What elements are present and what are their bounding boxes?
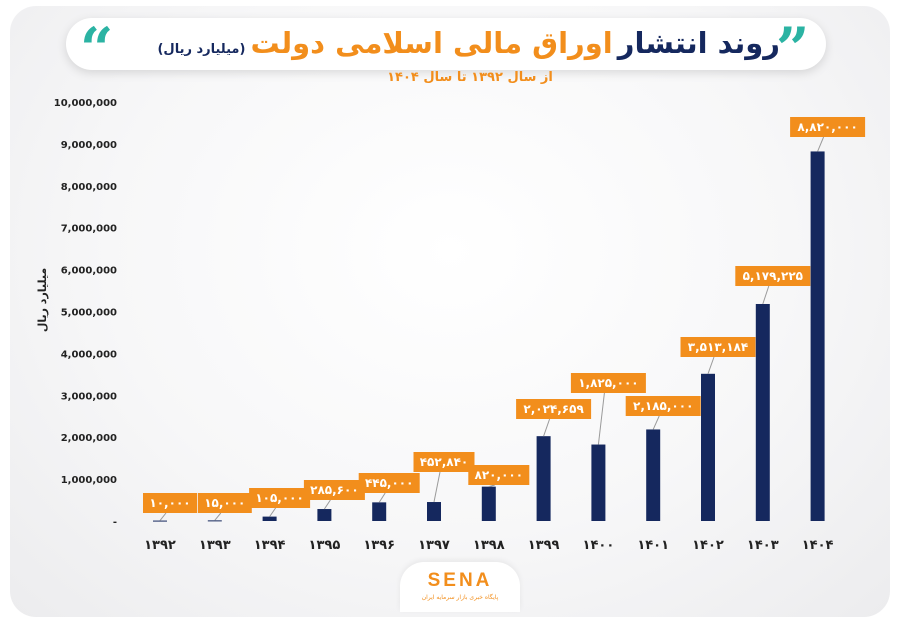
value-label-7: ۲,۰۲۴,۶۵۹	[523, 402, 584, 416]
x-tick-label-0: ۱۳۹۲	[144, 538, 176, 553]
x-tick-label-9: ۱۴۰۱	[637, 538, 669, 553]
value-label-box-6	[468, 465, 530, 485]
x-tick-label-8: ۱۴۰۰	[583, 538, 615, 553]
x-tick-label-10: ۱۴۰۲	[692, 538, 724, 553]
bar-11	[755, 303, 770, 521]
value-label-box-0	[143, 493, 197, 513]
y-tick-label: 3,000,000	[61, 391, 117, 402]
label-leader-4	[378, 492, 386, 503]
bar-4	[372, 502, 387, 521]
value-label-box-8	[570, 373, 646, 393]
value-label-9: ۲,۱۸۵,۰۰۰	[633, 399, 693, 413]
label-leader-1	[214, 512, 222, 521]
y-tick-label: -	[113, 517, 117, 528]
bar-0	[153, 520, 167, 522]
value-label-box-3	[303, 480, 365, 500]
y-tick-label: 1,000,000	[61, 475, 117, 486]
title-part1: روند انتشار	[617, 26, 780, 60]
x-tick-label-12: ۱۴۰۴	[802, 538, 834, 553]
bar-6	[481, 486, 496, 521]
bar-1	[207, 520, 222, 522]
label-leader-8	[597, 392, 605, 445]
x-tick-label-3: ۱۳۹۵	[309, 538, 341, 553]
label-leader-5	[433, 471, 441, 503]
y-tick-label: 10,000,000	[54, 98, 117, 109]
bar-12	[810, 151, 825, 521]
label-leader-10	[707, 356, 715, 374]
bar-10	[701, 373, 715, 521]
bar-2	[262, 516, 277, 521]
value-label-box-2	[249, 488, 311, 508]
y-tick-label: 9,000,000	[61, 140, 117, 151]
value-label-5: ۴۵۲,۸۴۰	[420, 455, 469, 469]
label-leader-12	[817, 136, 825, 152]
title-part2: اوراق مالی اسلامی دولت	[250, 26, 613, 60]
label-leader-2	[269, 507, 277, 517]
y-tick-label: 5,000,000	[61, 308, 117, 319]
label-leader-6	[488, 484, 495, 488]
value-label-box-10	[680, 337, 756, 357]
value-label-4: ۴۴۵,۰۰۰	[365, 476, 414, 490]
y-tick-label: 7,000,000	[61, 224, 117, 235]
y-tick-label: 4,000,000	[61, 349, 117, 360]
chart-subtitle: از سال ۱۳۹۲ تا سال ۱۴۰۴	[387, 70, 553, 85]
value-label-box-9	[625, 396, 701, 416]
chart-title: روند انتشار اوراق مالی اسلامی دولت (میلی…	[140, 26, 780, 66]
x-tick-label-7: ۱۳۹۹	[528, 538, 560, 553]
bar-9	[646, 429, 661, 521]
y-tick-label: 2,000,000	[61, 433, 117, 444]
bar-3	[317, 509, 332, 521]
x-tick-label-1: ۱۳۹۳	[199, 538, 231, 553]
title-unit: (میلیارد ریال)	[157, 42, 246, 57]
value-label-0: ۱۰,۰۰۰	[149, 496, 190, 510]
value-label-box-12	[790, 117, 866, 137]
value-label-6: ۸۲۰,۰۰۰	[475, 468, 524, 482]
label-leader-7	[543, 418, 551, 437]
value-label-1: ۱۵,۰۰۰	[204, 496, 245, 510]
bar-8	[591, 444, 606, 521]
value-label-box-7	[516, 399, 592, 419]
x-tick-label-6: ۱۳۹۸	[473, 538, 505, 553]
value-label-11: ۵,۱۷۹,۲۲۵	[743, 269, 803, 283]
value-label-8: ۱,۸۲۵,۰۰۰	[578, 376, 638, 390]
x-tick-label-5: ۱۳۹۷	[418, 538, 450, 553]
x-tick-label-11: ۱۴۰۳	[747, 538, 779, 553]
y-axis-title: میلیارد ریال	[36, 268, 49, 332]
label-leader-3	[323, 499, 331, 510]
value-label-box-11	[735, 266, 811, 286]
bar-7	[536, 436, 551, 521]
label-leader-9	[652, 415, 660, 430]
value-label-12: ۸,۸۲۰,۰۰۰	[797, 120, 857, 134]
quote-open-icon: “	[80, 15, 114, 83]
value-label-box-4	[358, 473, 420, 493]
value-label-10: ۳,۵۱۳,۱۸۴	[688, 340, 748, 354]
value-label-2: ۱۰۵,۰۰۰	[255, 491, 304, 505]
label-leader-11	[762, 285, 770, 305]
label-leader-0	[159, 512, 167, 521]
x-tick-label-4: ۱۳۹۶	[363, 538, 395, 553]
sena-logo: SENA پایگاه خبری بازار سرمایه ایران	[400, 562, 520, 612]
y-tick-label: 6,000,000	[61, 266, 117, 277]
bar-5	[427, 502, 441, 521]
logo-tagline: پایگاه خبری بازار سرمایه ایران	[421, 594, 499, 601]
value-label-3: ۲۸۵,۶۰۰	[310, 483, 359, 497]
value-label-box-5	[413, 452, 475, 472]
x-tick-label-2: ۱۳۹۴	[254, 538, 286, 553]
title-banner	[66, 18, 826, 70]
value-label-box-1	[197, 493, 252, 513]
logo-name: SENA	[427, 570, 493, 591]
y-tick-label: 8,000,000	[61, 182, 117, 193]
quote-close-icon: ”	[776, 15, 810, 83]
infographic-card: “ ” روند انتشار اوراق مالی اسلامی دولت (…	[10, 6, 890, 617]
